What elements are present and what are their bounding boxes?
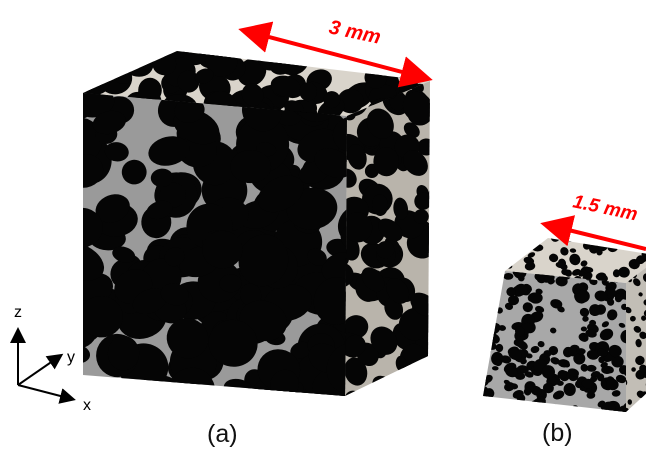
sample-b-caption: (b) <box>542 419 573 447</box>
x-axis-arrow <box>17 384 76 404</box>
sample-a-cube <box>83 51 430 396</box>
sample-a-front-pores <box>83 93 347 396</box>
x-axis-label: x <box>83 397 91 414</box>
sample-a-dimension-arrow <box>238 21 433 88</box>
y-axis-arrow <box>17 353 64 386</box>
coordinate-axes: z y x <box>10 304 91 414</box>
y-axis-label: y <box>67 349 75 366</box>
z-axis-label: z <box>14 304 22 321</box>
sample-a-dimension-label: 3 mm <box>327 16 383 48</box>
sample-b-cube <box>483 238 646 412</box>
sample-b-dimension-arrow <box>540 215 646 251</box>
sample-b-dimension-label: 1.5 mm <box>571 191 640 225</box>
sample-a-caption: (a) <box>207 420 238 448</box>
